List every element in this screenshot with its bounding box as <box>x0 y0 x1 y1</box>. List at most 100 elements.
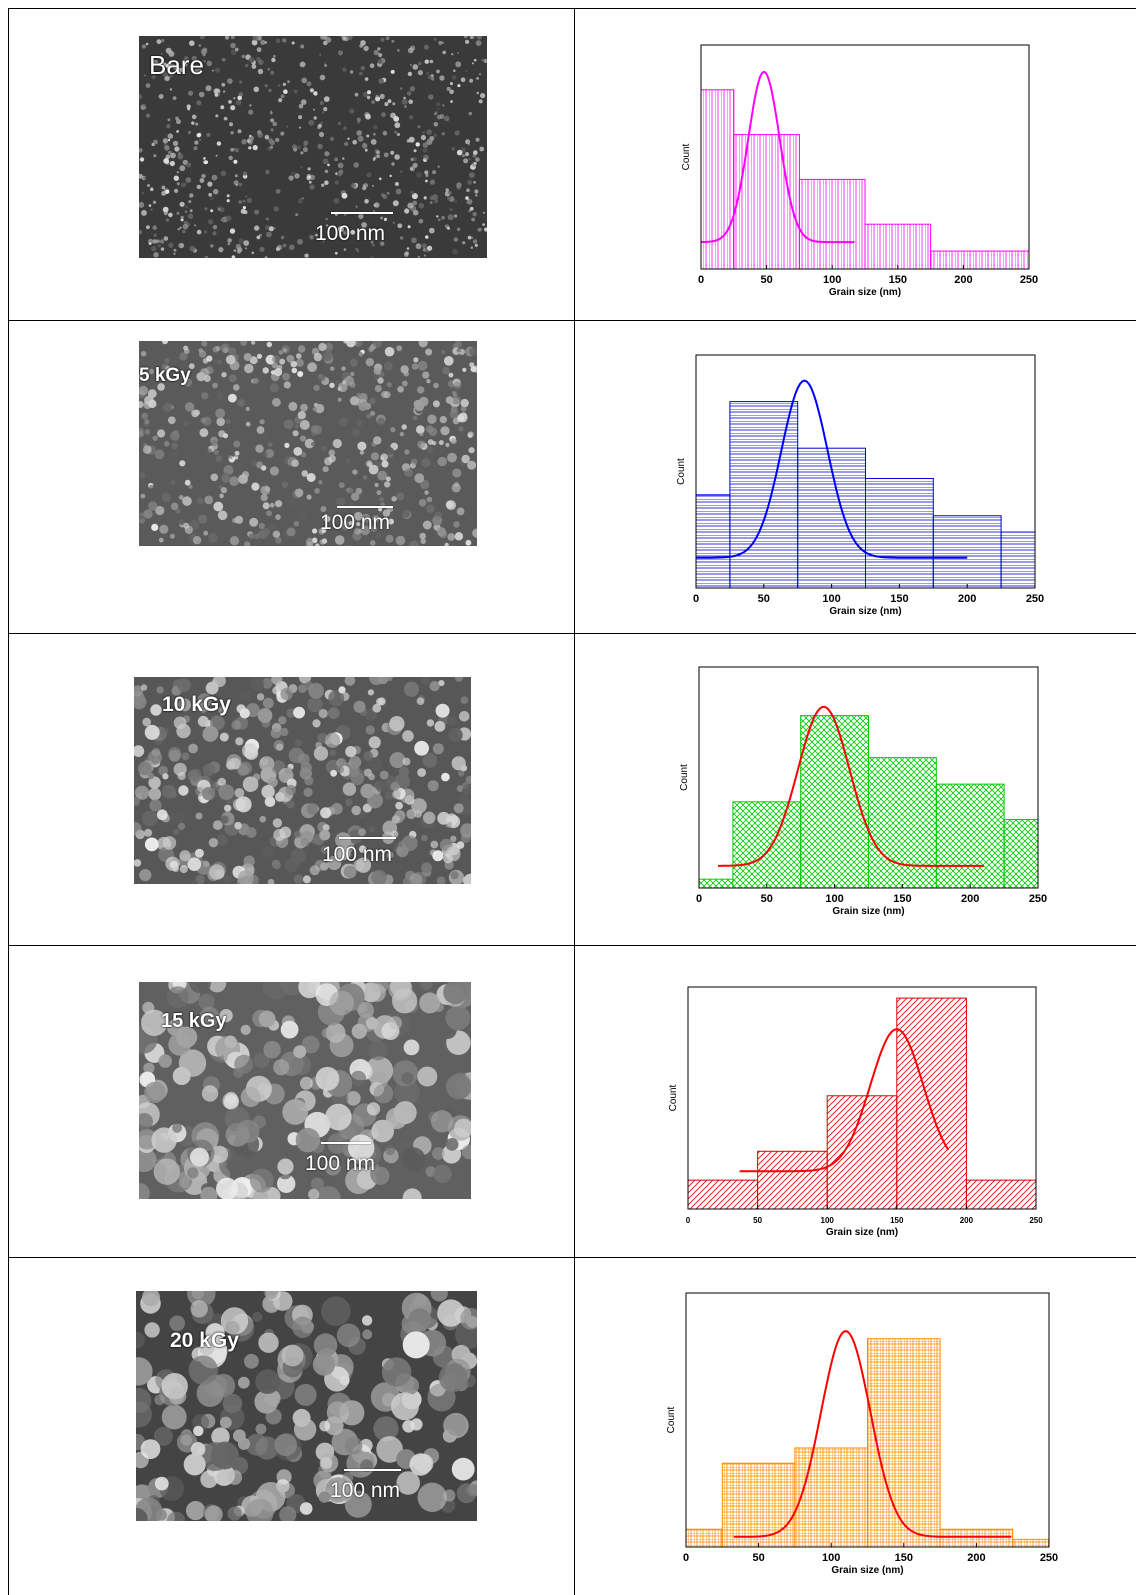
histogram-bar <box>698 878 734 889</box>
table-border <box>8 320 1136 321</box>
histogram-bar <box>864 223 932 270</box>
x-axis-label: Grain size (nm) <box>832 906 904 917</box>
scale-label: 100 nm <box>305 1152 376 1175</box>
histogram-bar <box>729 401 799 589</box>
x-tick-label: 0 <box>683 1552 689 1564</box>
x-tick-label: 50 <box>761 893 773 905</box>
y-axis-label: Count <box>681 143 692 170</box>
scale-label: 100 nm <box>322 843 393 866</box>
gaussian-fit-line <box>696 379 968 559</box>
histogram-bar <box>896 997 967 1210</box>
histogram-bar <box>685 1528 723 1548</box>
x-axis-label: Grain size (nm) <box>829 287 901 298</box>
plot-frame <box>700 44 1030 270</box>
x-tick-label: 0 <box>693 593 699 605</box>
x-tick-label: 250 <box>1026 593 1044 605</box>
histogram-bar <box>868 757 937 889</box>
sem-texture <box>136 1291 477 1521</box>
x-tick-label: 150 <box>890 593 908 605</box>
sample-label: 20 kGy <box>170 1329 239 1352</box>
histogram-bar <box>794 1447 868 1548</box>
x-tick-label: 250 <box>1029 1216 1043 1225</box>
y-axis-label: Count <box>676 458 687 485</box>
x-tick-label: 200 <box>960 1216 974 1225</box>
x-tick-label: 250 <box>1020 274 1038 286</box>
x-tick-label: 250 <box>1029 893 1047 905</box>
scale-bar <box>321 1142 371 1144</box>
scale-label: 100 nm <box>315 222 386 245</box>
x-axis-label: Grain size (nm) <box>826 1227 898 1238</box>
x-tick-label: 150 <box>895 1552 913 1564</box>
x-tick-label: 0 <box>696 893 702 905</box>
histogram-bar <box>1012 1538 1050 1548</box>
gaussian-fit-line <box>739 1028 950 1173</box>
histogram-bar <box>965 1179 1037 1210</box>
sem-texture <box>139 341 477 546</box>
histogram-bar <box>930 250 1030 270</box>
scale-bar <box>344 1469 401 1471</box>
sample-label: 5 kGy <box>139 365 191 386</box>
table-border <box>574 8 575 1595</box>
x-axis-label: Grain size (nm) <box>831 1565 903 1576</box>
scale-bar <box>339 837 396 839</box>
histogram-bar <box>1000 531 1036 589</box>
plot-frame <box>695 354 1036 589</box>
x-tick-label: 50 <box>753 1216 762 1225</box>
x-axis-label: Grain size (nm) <box>829 606 901 617</box>
x-tick-label: 150 <box>889 274 907 286</box>
grain-size-histogram: 0 50 100 150 200 250 Grain size (nm) Count <box>681 44 1038 298</box>
y-axis-label: Count <box>668 1084 679 1111</box>
grain-size-histogram: 0 50 100 150 200 250 Grain size (nm) Count <box>666 1292 1058 1576</box>
x-tick-label: 100 <box>821 1216 835 1225</box>
histogram-bar <box>1003 818 1039 889</box>
table-border <box>8 1257 1136 1258</box>
y-axis-label: Count <box>666 1406 677 1433</box>
x-tick-label: 0 <box>686 1216 691 1225</box>
x-tick-label: 100 <box>822 593 840 605</box>
x-tick-label: 50 <box>760 274 772 286</box>
x-tick-label: 100 <box>825 893 843 905</box>
histogram-bar <box>695 494 731 589</box>
histogram-bar <box>721 1462 796 1548</box>
histogram-bar <box>687 1179 759 1210</box>
x-tick-label: 100 <box>822 1552 840 1564</box>
gaussian-fit-line <box>733 1330 1012 1538</box>
plot-frame <box>698 666 1039 889</box>
plot-frame <box>687 986 1037 1210</box>
sample-label: 15 kGy <box>161 1010 227 1032</box>
table-border <box>8 633 1136 634</box>
histogram-bar <box>798 178 866 270</box>
x-tick-label: 150 <box>890 1216 904 1225</box>
histogram-bar <box>757 1150 828 1210</box>
histogram-bar <box>935 783 1005 889</box>
scale-label: 100 nm <box>330 1479 401 1502</box>
grain-size-histogram: 0 50 100 150 200 250 Grain size (nm) Count <box>676 354 1044 617</box>
plot-frame <box>685 1292 1050 1548</box>
sample-label: 10 kGy <box>162 693 231 716</box>
sem-texture <box>139 36 487 258</box>
x-tick-label: 50 <box>758 593 770 605</box>
histogram-bar <box>733 134 800 270</box>
x-tick-label: 200 <box>961 893 979 905</box>
x-tick-label: 50 <box>752 1552 764 1564</box>
gaussian-fit-line <box>718 705 984 867</box>
scale-label: 100 nm <box>320 511 391 534</box>
sample-label: Bare <box>149 50 204 80</box>
histogram-bar <box>865 477 934 589</box>
x-tick-label: 200 <box>954 274 972 286</box>
grain-size-histogram: 0 50 100 150 200 250 Grain size (nm) Count <box>679 666 1047 917</box>
gaussian-fit-line <box>700 70 855 244</box>
x-tick-label: 250 <box>1040 1552 1058 1564</box>
sem-image: 5 kGy 100 nm <box>139 341 477 546</box>
table-border <box>8 8 1136 9</box>
histogram-bar <box>932 515 1002 589</box>
scale-bar <box>331 212 393 214</box>
sem-image: Bare 100 nm <box>139 36 487 258</box>
grain-size-histogram: 0 50 100 150 200 250 Grain size (nm) Count <box>668 986 1043 1238</box>
table-border <box>8 945 1136 946</box>
sem-texture <box>139 982 471 1199</box>
y-axis-label: Count <box>679 764 690 791</box>
x-tick-label: 200 <box>958 593 976 605</box>
scale-bar <box>337 506 393 508</box>
x-tick-label: 0 <box>698 274 704 286</box>
